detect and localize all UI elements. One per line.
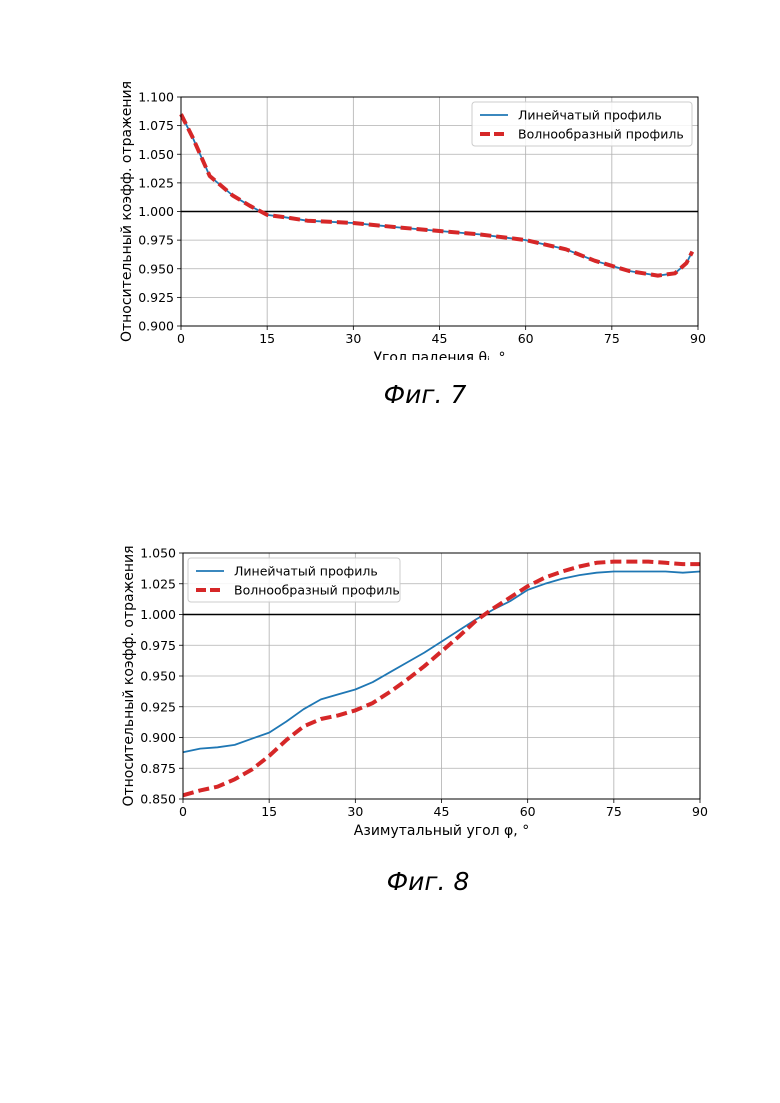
y-tick-label: 0.950: [138, 261, 174, 276]
x-tick-label: 60: [520, 804, 536, 819]
y-tick-label: 0.925: [138, 290, 174, 305]
y-tick-label: 0.875: [140, 761, 176, 776]
x-tick-label: 75: [606, 804, 622, 819]
x-tick-label: 30: [347, 804, 363, 819]
y-tick-label: 1.050: [138, 147, 174, 162]
chart-fig7: 0 15 30 45 60 75 90 0.900 0.925 0.950 0.975 1.000 1.…: [0, 60, 780, 360]
y-tick-label: 0.850: [140, 792, 176, 807]
y-axis-label: Относительный коэфф. отражения: [119, 81, 135, 342]
y-tick-label: 0.975: [140, 638, 176, 653]
y-tick-label: 1.100: [138, 90, 174, 105]
legend-label: Волнообразный профиль: [234, 583, 400, 598]
x-axis-label: Азимутальный угол φ, °: [354, 823, 529, 839]
x-tick-label: 90: [692, 804, 708, 819]
x-axis-label: Угол падения θᵢ, °: [374, 350, 506, 360]
figure-7: 0 15 30 45 60 75 90 0.900 0.925 0.950 0.975 1.000 1.…: [0, 60, 780, 360]
x-tick-label: 75: [604, 331, 620, 346]
x-tick-label: 30: [345, 331, 361, 346]
figure-7-caption: Фиг. 7: [35, 380, 780, 409]
figure-8-caption: Фиг. 8: [38, 867, 780, 896]
x-tick-label: 15: [259, 331, 275, 346]
x-tick-label: 0: [177, 331, 185, 346]
y-tick-label: 0.900: [138, 319, 174, 334]
y-axis-label: Относительный коэфф. отражения: [121, 545, 137, 806]
y-tick-label: 1.025: [140, 576, 176, 591]
x-tick-label: 15: [261, 804, 277, 819]
y-tick-label: 1.075: [138, 118, 174, 133]
x-tick-label: 0: [179, 804, 187, 819]
legend-label: Линейчатый профиль: [518, 108, 662, 123]
y-tick-label: 0.900: [140, 730, 176, 745]
y-tick-label: 0.950: [140, 669, 176, 684]
x-tick-label: 45: [432, 331, 448, 346]
y-tick-label: 0.975: [138, 233, 174, 248]
y-tick-label: 1.050: [140, 546, 176, 561]
x-tick-label: 60: [518, 331, 534, 346]
y-tick-label: 0.925: [140, 699, 176, 714]
x-tick-label: 45: [434, 804, 450, 819]
y-tick-label: 1.000: [140, 607, 176, 622]
legend-label: Линейчатый профиль: [234, 564, 378, 579]
y-tick-label: 1.025: [138, 175, 174, 190]
figure-8: 0 15 30 45 60 75 90 0.850 0.875 0.900 0.925 0.950 0.…: [0, 520, 780, 850]
x-tick-label: 90: [690, 331, 706, 346]
chart-fig8: 0 15 30 45 60 75 90 0.850 0.875 0.900 0.925 0.950 0.…: [0, 520, 780, 850]
y-tick-label: 1.000: [138, 204, 174, 219]
legend-label: Волнообразный профиль: [518, 127, 684, 142]
